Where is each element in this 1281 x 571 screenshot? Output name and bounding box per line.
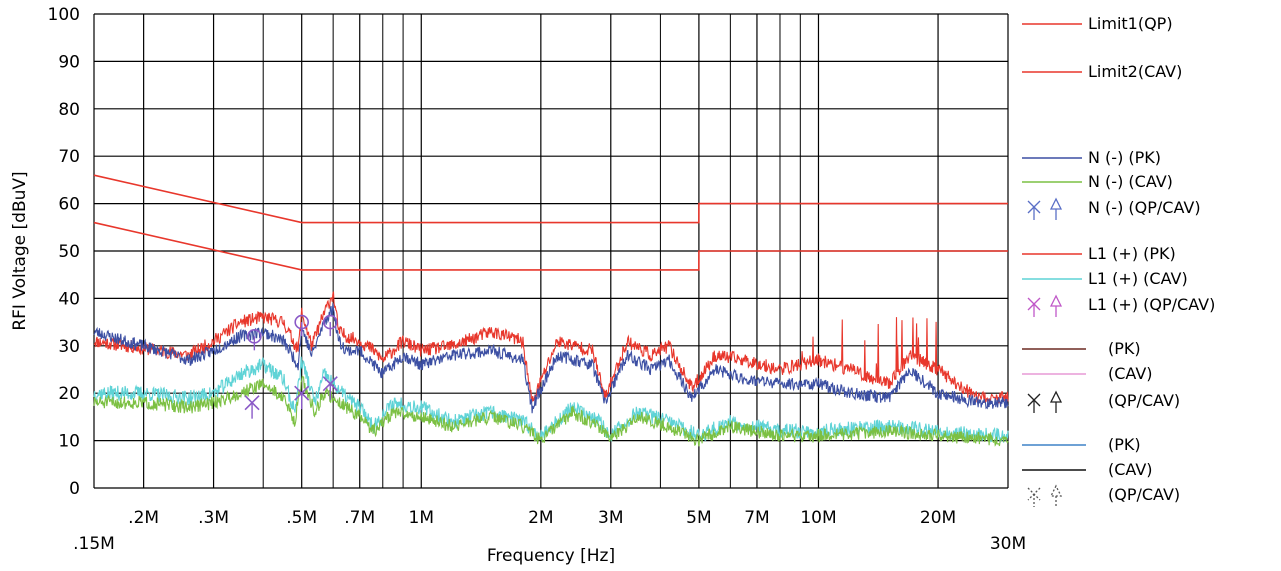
series-line	[93, 174, 1008, 224]
x-tick-label: .3M	[198, 508, 229, 528]
y-tick-label: 100	[48, 5, 80, 25]
legend-item: N (-) (PK)	[1022, 148, 1161, 167]
x-tick-label: 1M	[409, 508, 434, 528]
y-tick-label: 50	[58, 242, 80, 262]
x-tick-label: .2M	[128, 508, 159, 528]
legend-item: L1 (+) (CAV)	[1022, 269, 1188, 288]
legend-cross-symbol	[1027, 487, 1041, 507]
legend-label: L1 (+) (PK)	[1088, 244, 1176, 263]
legend-label: (CAV)	[1108, 460, 1153, 479]
legend-item: L1 (+) (QP/CAV)	[1027, 294, 1215, 317]
y-tick-label: 60	[58, 195, 80, 215]
legend-item: (QP/CAV)	[1027, 390, 1180, 413]
y-tick-label: 20	[58, 384, 80, 404]
legend-item: L1 (+) (PK)	[1022, 244, 1176, 263]
legend-label: N (-) (QP/CAV)	[1088, 198, 1201, 217]
legend-triangle-symbol	[1049, 294, 1063, 317]
legend-label: Limit1(QP)	[1088, 14, 1173, 33]
x-axis-label: Frequency [Hz]	[487, 546, 615, 566]
legend-triangle-symbol	[1049, 390, 1063, 413]
cav-marker	[294, 385, 310, 410]
y-tick-label: 70	[58, 147, 80, 167]
legend-label: L1 (+) (QP/CAV)	[1088, 295, 1215, 314]
plot-series	[93, 174, 1009, 447]
legend-label: L1 (+) (CAV)	[1088, 269, 1188, 288]
legend-triangle-symbol	[1049, 197, 1063, 220]
legend-triangle-symbol	[1049, 484, 1063, 507]
cav-marker	[322, 376, 338, 400]
legend-item: N (-) (QP/CAV)	[1027, 197, 1201, 220]
y-tick-label: 90	[58, 52, 80, 72]
y-axis-label: RFI Voltage [dBuV]	[10, 171, 30, 330]
x-tick-label: 30M	[990, 534, 1026, 554]
legend-cross-symbol	[1027, 297, 1041, 317]
y-tick-label: 30	[58, 337, 80, 357]
x-tick-label: 5M	[686, 508, 711, 528]
series-line	[93, 291, 1009, 404]
series-line	[93, 303, 1009, 414]
legend-label: N (-) (CAV)	[1088, 172, 1173, 191]
x-tick-label: 10M	[800, 508, 836, 528]
grid	[93, 13, 1009, 489]
x-tick-labels: .15M .2M .3M .5M .7M 1M 2M 3M 5M 7M 10M 20M 30M	[73, 508, 1026, 554]
legend-item: N (-) (CAV)	[1022, 172, 1173, 191]
y-tick-label: 80	[58, 100, 80, 120]
legend-item: (PK)	[1022, 435, 1141, 454]
legend-label: Limit2(CAV)	[1088, 62, 1182, 81]
y-tick-label: 0	[69, 479, 80, 499]
x-tick-label: 2M	[528, 508, 553, 528]
legend-item: Limit2(CAV)	[1022, 62, 1182, 81]
x-tick-label: 3M	[598, 508, 623, 528]
legend-label: N (-) (PK)	[1088, 148, 1161, 167]
series-line	[93, 375, 1009, 447]
legend-item: (PK)	[1022, 339, 1141, 358]
legend-label: (PK)	[1108, 435, 1141, 454]
y-tick-label: 40	[58, 289, 80, 309]
legend-label: (QP/CAV)	[1108, 485, 1180, 504]
x-tick-label: 7M	[744, 508, 769, 528]
series-line	[93, 356, 1009, 443]
y-tick-labels: 0 10 20 30 40 50 60 70 80 90 100	[48, 5, 80, 499]
x-tick-label: .15M	[73, 534, 115, 554]
qp-markers	[244, 314, 338, 419]
legend-cross-symbol	[1027, 200, 1041, 220]
legend: Limit1(QP) Limit2(CAV) N (-) (PK) N (-) (CA…	[1022, 14, 1215, 507]
legend-cross-symbol	[1027, 393, 1041, 413]
y-tick-label: 10	[58, 432, 80, 452]
legend-item: (CAV)	[1022, 364, 1153, 383]
x-tick-label: 20M	[920, 508, 956, 528]
legend-label: (QP/CAV)	[1108, 391, 1180, 410]
legend-item: Limit1(QP)	[1022, 14, 1173, 33]
legend-label: (CAV)	[1108, 364, 1153, 383]
legend-label: (PK)	[1108, 339, 1141, 358]
legend-item: (CAV)	[1022, 460, 1153, 479]
x-tick-label: .7M	[344, 508, 375, 528]
series-line	[93, 221, 1008, 271]
legend-item: (QP/CAV)	[1027, 484, 1180, 507]
x-tick-label: .5M	[286, 508, 317, 528]
cav-marker	[244, 395, 260, 419]
